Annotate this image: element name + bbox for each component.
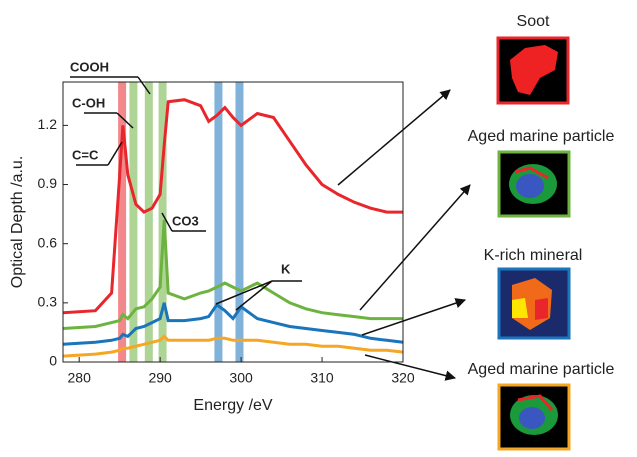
particle-image [497,267,571,340]
y-tick-label: 0.6 [38,234,58,250]
spectrum-line [62,219,403,330]
particle-image [497,150,571,218]
x-tick-label: 290 [148,370,172,386]
particle-label: Aged marine particle [468,361,615,378]
peak-label: K [281,261,291,276]
peak-label: CO3 [172,213,199,228]
x-axis-label: Energy /eV [193,397,272,414]
y-tick-label: 1.2 [38,116,58,132]
y-tick-label: 0.3 [38,294,58,310]
spectrum-line [62,334,404,358]
y-tick-label: 0 [49,353,57,369]
highlight-band [129,82,138,362]
leader-line [107,141,123,166]
leader-line [161,212,173,232]
x-tick-label: 300 [229,370,253,386]
spectrum-line [62,98,403,315]
spectrum-line [62,302,404,346]
peak-label: C-OH [72,95,105,110]
leader-line [215,280,273,305]
x-tick-label: 320 [391,370,415,386]
highlight-band [158,82,167,362]
highlight-band [214,82,223,362]
arrows [337,89,471,381]
plot: 280 290 300 310 320 0 0.3 0.6 0.9 1.2 COOH C-OH C=C C… [38,59,415,385]
highlight-band [144,82,153,362]
particle-label: Aged marine particle [468,128,615,145]
particle-image [496,36,570,105]
leader-line [235,280,273,311]
particle-image [497,383,571,451]
y-axis-label: Optical Depth /a.u. [9,156,26,289]
peak-label: COOH [70,59,109,74]
particle-label: K-rich mineral [484,247,583,264]
leader-line [116,112,134,129]
x-tick-label: 280 [68,370,92,386]
plot-frame [62,81,404,363]
leader-line [137,76,151,95]
y-tick-label: 0.9 [38,175,58,191]
highlight-band [118,82,127,362]
x-tick-label: 310 [310,370,334,386]
particle-label: Soot [517,13,550,30]
highlight-band [235,82,244,362]
peak-label: C=C [72,147,99,162]
